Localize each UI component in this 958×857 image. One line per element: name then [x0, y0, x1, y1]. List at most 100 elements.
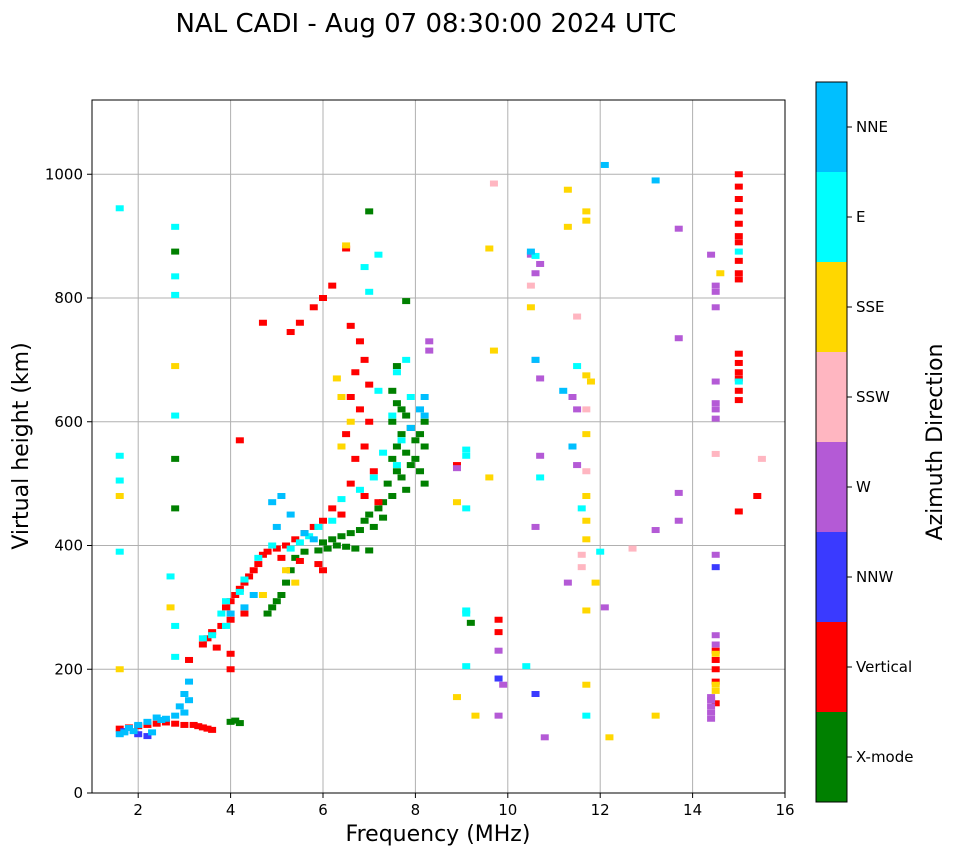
data-point-x-mode: [379, 514, 388, 521]
data-point-vertical: [295, 319, 304, 326]
data-point-e: [221, 598, 230, 605]
data-point-x-mode: [402, 486, 411, 493]
data-point-nne: [180, 691, 189, 697]
data-point-sse: [258, 592, 267, 598]
data-point-e: [392, 369, 401, 376]
data-point-sse: [452, 694, 461, 701]
data-point-x-mode: [397, 431, 406, 438]
data-point-x-mode: [411, 437, 420, 444]
data-point-e: [379, 449, 388, 456]
data-point-sse: [711, 687, 720, 694]
data-point-x-mode: [300, 548, 309, 555]
data-point-e: [734, 378, 743, 385]
data-point-e: [198, 635, 207, 642]
data-point-vertical: [734, 397, 743, 404]
data-point-sse: [337, 394, 346, 400]
data-point-x-mode: [360, 517, 369, 524]
data-point-e: [221, 622, 230, 629]
x-tick-label: 10: [498, 801, 517, 819]
colorbar: X-mode Vertical NNW W SSW SSE E NNE: [815, 81, 913, 803]
data-point-nnw: [531, 691, 540, 697]
data-point-vertical: [342, 245, 351, 252]
data-point-x-mode: [369, 523, 378, 530]
data-point-w: [651, 527, 660, 534]
data-point-e: [355, 486, 364, 493]
data-point-vertical: [203, 725, 212, 732]
data-point-sse: [582, 681, 591, 688]
colorbar-segment: [816, 442, 847, 532]
data-point-w: [711, 415, 720, 422]
data-point-nne: [129, 728, 138, 735]
data-point-sse: [171, 363, 180, 370]
data-point-vertical: [734, 387, 743, 394]
data-point-sse: [282, 567, 291, 574]
data-point-x-mode: [392, 400, 401, 407]
y-tick-label: 600: [54, 413, 83, 431]
data-point-vertical: [374, 499, 383, 506]
data-point-sse: [582, 208, 591, 215]
data-point-w: [711, 282, 720, 289]
data-point-vertical: [369, 468, 378, 475]
data-point-ssw: [711, 450, 720, 457]
data-point-e: [254, 554, 263, 561]
data-point-vertical: [235, 437, 244, 444]
data-point-w: [674, 489, 683, 496]
data-point-vertical: [143, 721, 152, 728]
data-point-w: [711, 406, 720, 413]
data-point-x-mode: [392, 363, 401, 370]
data-point-vertical: [314, 561, 323, 568]
data-point-sse: [586, 378, 595, 385]
data-point-vertical: [494, 616, 503, 623]
data-point-vertical: [319, 567, 327, 574]
data-point-w: [674, 335, 683, 342]
data-point-x-mode: [411, 455, 420, 462]
data-point-vertical: [342, 431, 351, 438]
data-point-vertical: [198, 641, 207, 648]
data-point-vertical: [249, 567, 258, 574]
data-point-sse: [711, 650, 720, 657]
data-point-vertical: [235, 585, 244, 592]
data-point-nne: [249, 592, 258, 598]
data-point-nnw: [134, 731, 143, 738]
data-point-nne: [526, 248, 535, 255]
y-tick-label: 0: [73, 784, 83, 802]
data-point-vertical: [734, 508, 743, 515]
data-point-x-mode: [268, 604, 277, 611]
data-point-vertical: [180, 721, 189, 728]
data-point-vertical: [346, 322, 355, 329]
data-point-vertical: [734, 369, 743, 376]
data-point-e: [171, 273, 180, 280]
data-point-e: [536, 474, 545, 481]
data-point-vertical: [734, 196, 743, 202]
colorbar-label: Azimuth Direction: [923, 343, 948, 540]
x-tick-label: 8: [411, 801, 421, 819]
data-point-vertical: [161, 719, 170, 726]
data-point-nne: [568, 443, 577, 450]
data-point-x-mode: [420, 480, 429, 487]
data-point-e: [582, 712, 591, 719]
data-point-vertical: [152, 720, 161, 727]
data-point-nne: [143, 718, 152, 725]
data-point-vertical: [115, 725, 124, 732]
data-point-w: [707, 703, 716, 710]
data-point-ssw: [489, 180, 498, 187]
data-point-vertical: [208, 629, 217, 636]
data-point-x-mode: [365, 547, 374, 554]
data-point-x-mode: [272, 598, 281, 605]
data-point-w: [494, 712, 503, 719]
data-point-e: [365, 288, 374, 295]
data-point-x-mode: [282, 579, 291, 586]
data-point-e: [462, 610, 471, 617]
data-point-x-mode: [171, 455, 180, 462]
data-point-e: [314, 523, 323, 530]
data-point-e: [171, 412, 180, 419]
data-point-ssw: [526, 282, 535, 289]
data-point-x-mode: [388, 455, 397, 462]
data-point-vertical: [753, 493, 762, 499]
y-axis-ticks: 0 200 400 600 800 1000: [45, 165, 92, 802]
data-point-w: [540, 734, 549, 741]
data-point-vertical: [286, 329, 295, 336]
data-point-x-mode: [355, 527, 364, 534]
data-point-vertical: [309, 523, 318, 530]
